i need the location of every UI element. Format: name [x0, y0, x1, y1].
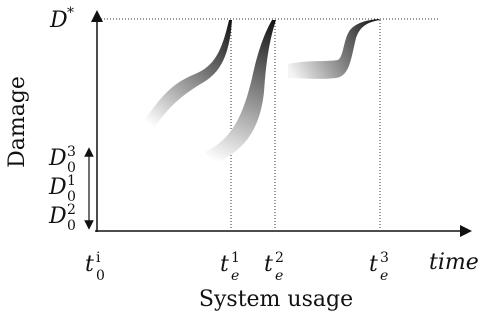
damage-curve-2 [205, 20, 276, 164]
initial-damage-3-sub: 0 [67, 160, 76, 176]
time-mark-end-1-symbol: t [220, 252, 229, 277]
initial-damage-1-sup: 1 [67, 173, 76, 189]
time-mark-start-symbol: t [85, 252, 94, 277]
initial-damage-label-1: D 1 0 [48, 173, 76, 205]
initial-damage-2-sub: 0 [67, 218, 76, 234]
time-mark-start-sup: i [96, 250, 101, 266]
time-mark-end-1: t 1 e [220, 250, 240, 284]
time-mark-end-2-sup: 2 [275, 250, 284, 266]
damage-threshold-label: D * [49, 5, 74, 33]
x-axis-label: System usage [199, 287, 353, 312]
time-mark-end-3-sup: 3 [380, 250, 389, 266]
time-mark-end-1-sub: e [231, 268, 239, 284]
initial-damage-1-symbol: D [48, 175, 67, 200]
time-mark-end-2-symbol: t [264, 252, 273, 277]
time-mark-end-3-sub: e [380, 268, 388, 284]
damage-curve-3 [288, 19, 380, 79]
initial-damage-label-3: D 3 0 [48, 144, 76, 176]
time-mark-start-sub: 0 [96, 268, 105, 284]
time-mark-start: t i 0 [85, 250, 105, 284]
y-axis-label: Damage [5, 76, 30, 168]
initial-damage-2-sup: 2 [67, 202, 76, 218]
time-mark-end-3-symbol: t [369, 252, 378, 277]
threshold-sup: * [67, 5, 74, 21]
initial-damage-label-2: D 2 0 [48, 202, 76, 234]
time-mark-end-2-sub: e [275, 268, 283, 284]
damage-curve-1 [144, 20, 232, 130]
initial-damage-1-sub: 0 [67, 189, 76, 205]
initial-damage-3-symbol: D [48, 146, 67, 171]
time-mark-end-3: t 3 e [369, 250, 389, 284]
initial-damage-2-symbol: D [48, 204, 67, 229]
initial-damage-3-sup: 3 [67, 144, 76, 160]
time-mark-end-1-sup: 1 [231, 250, 240, 266]
x-axis-end-label: time [429, 250, 479, 275]
threshold-symbol: D [49, 8, 68, 33]
time-mark-end-2: t 2 e [264, 250, 284, 284]
